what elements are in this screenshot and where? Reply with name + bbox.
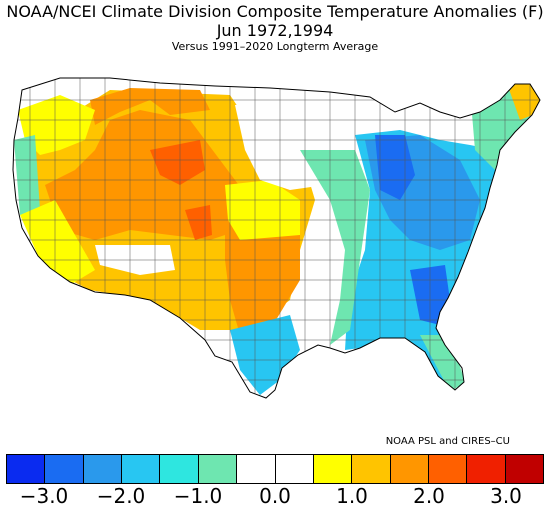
colorbar-swatch	[7, 455, 46, 483]
region-mississippi-valley	[300, 150, 370, 345]
colorbar-swatch	[467, 455, 506, 483]
map-title: NOAA/NCEI Climate Division Composite Tem…	[6, 2, 544, 21]
colorbar-tick-label: −3.0	[19, 484, 69, 508]
credit-text: NOAA PSL and CIRES–CU	[385, 436, 510, 447]
colorbar-tick-label: 1.0	[336, 484, 368, 508]
colorbar-swatch	[352, 455, 391, 483]
map-subtitle: Versus 1991–2020 Longterm Average	[171, 40, 379, 53]
colorbar-swatch	[237, 455, 276, 483]
colorbar-swatch	[198, 455, 238, 483]
colorbar-tick-label: −1.0	[173, 484, 223, 508]
colorbar-tick-label: 3.0	[490, 484, 522, 508]
colorbar-swatch	[505, 455, 544, 483]
colorbar-swatch	[122, 455, 161, 483]
colorbar	[6, 454, 544, 484]
colorbar-swatch	[83, 455, 123, 483]
colorbar-swatch	[390, 455, 429, 483]
colorbar-swatch	[313, 455, 353, 483]
region-oregon-coast	[14, 135, 40, 215]
map-period: Jun 1972,1994	[216, 21, 334, 40]
colorbar-tick-label: 2.0	[413, 484, 445, 508]
colorbar-swatch	[45, 455, 84, 483]
region-colorado-hot-1	[150, 140, 205, 185]
region-california	[20, 200, 95, 285]
colorbar-swatch	[160, 455, 199, 483]
colorbar-swatch	[428, 455, 468, 483]
us-outline	[12, 77, 541, 399]
region-upper-midwest	[235, 100, 330, 190]
region-central-plains	[225, 180, 300, 240]
colorbar-tick-label: −2.0	[96, 484, 146, 508]
colorbar-swatch	[275, 455, 314, 483]
us-climate-map	[12, 77, 541, 399]
colorbar-tick-label: 0.0	[259, 484, 291, 508]
